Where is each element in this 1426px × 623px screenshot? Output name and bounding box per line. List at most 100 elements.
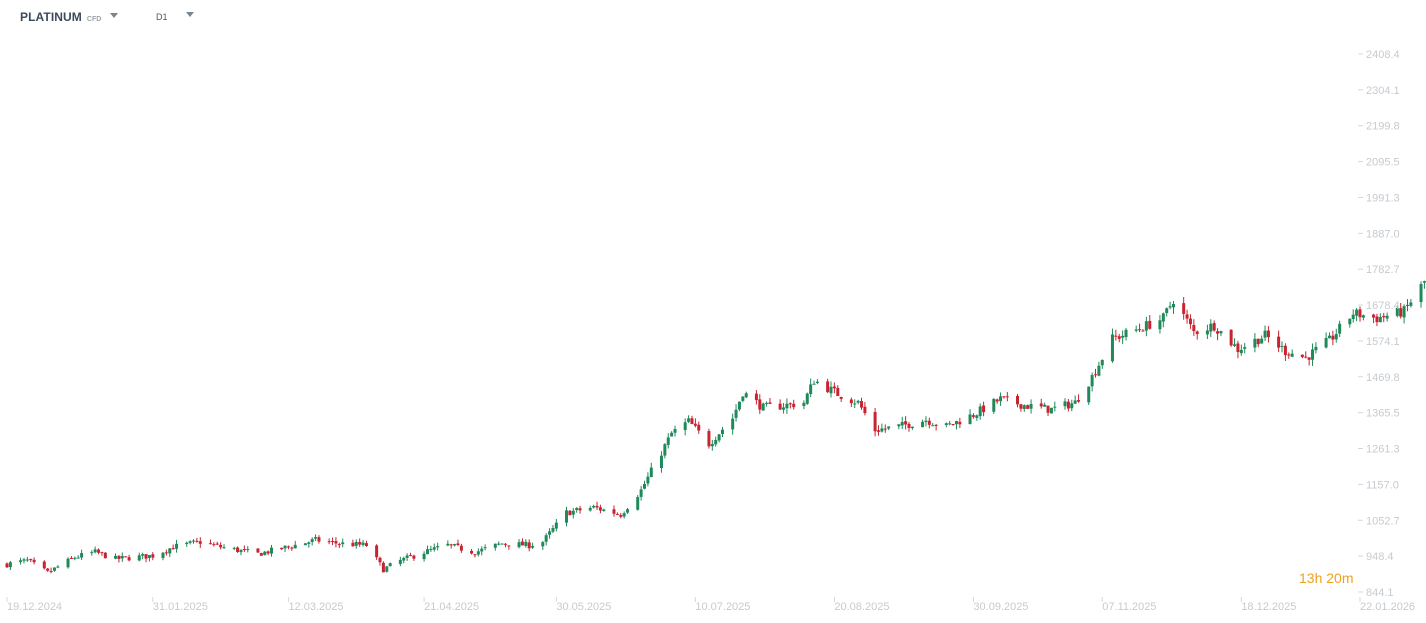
timeframe-selector[interactable]: D1: [156, 11, 194, 22]
candle-countdown: 13h 20m: [1299, 570, 1354, 586]
candle: [517, 539, 521, 549]
candle: [436, 542, 440, 551]
candle: [592, 504, 596, 509]
candle-body: [1327, 335, 1331, 339]
candle-body: [856, 400, 860, 403]
candle: [1419, 281, 1423, 308]
candle: [954, 420, 958, 430]
candle: [1165, 307, 1169, 317]
candle-body: [531, 546, 535, 548]
candle-body: [649, 467, 653, 478]
candle-body: [1039, 403, 1043, 407]
candle: [541, 541, 545, 550]
y-tick-label: 2199.8: [1366, 121, 1400, 133]
symbol-selector[interactable]: PLATINUM CFD: [20, 10, 119, 24]
candle-body: [643, 483, 647, 489]
candle-body: [208, 543, 212, 545]
candle-body: [1260, 338, 1264, 344]
y-tick-label: 1157.0: [1366, 479, 1399, 491]
candle-body: [354, 541, 358, 546]
candle: [354, 539, 358, 549]
candle: [788, 402, 792, 409]
candle: [331, 537, 335, 546]
candle: [619, 512, 623, 519]
candle-body: [978, 406, 982, 417]
candle-body: [1378, 317, 1382, 323]
candle-body: [385, 566, 389, 572]
y-tick-label: 1365.5: [1366, 408, 1400, 420]
candle: [1002, 396, 1006, 399]
candle-body: [1219, 331, 1223, 334]
candle-body: [693, 423, 697, 426]
candle-body: [639, 489, 643, 497]
candle-body: [317, 537, 321, 542]
candle: [649, 462, 653, 478]
candle: [1016, 393, 1020, 408]
candle: [93, 546, 97, 554]
chart-toolbar: PLATINUM CFD D1: [0, 0, 400, 36]
candle-body: [507, 545, 511, 547]
candle: [1026, 404, 1030, 409]
candle: [161, 551, 165, 561]
y-tick-label: 1991.3: [1366, 192, 1400, 204]
candle: [731, 413, 735, 435]
candle-body: [259, 553, 263, 556]
candle: [236, 546, 240, 553]
candle-body: [1290, 353, 1294, 357]
candle: [239, 549, 243, 556]
candle: [385, 565, 389, 573]
candle: [744, 391, 748, 399]
candle-body: [554, 522, 558, 529]
candle: [1158, 315, 1162, 334]
candle: [578, 505, 582, 514]
candle: [246, 546, 250, 553]
x-tick-label: 30.05.2025: [556, 601, 611, 613]
candle: [198, 537, 202, 548]
candle: [737, 401, 741, 412]
candle-body: [25, 559, 29, 561]
candle: [598, 504, 602, 514]
candle-body: [1311, 349, 1315, 360]
candle: [1205, 324, 1209, 340]
candle: [25, 556, 29, 562]
candle: [1307, 357, 1311, 366]
candle-body: [242, 549, 246, 551]
candle: [978, 403, 982, 420]
instrument-type: CFD: [86, 16, 102, 23]
candle: [480, 546, 484, 556]
candle: [97, 548, 101, 555]
candle: [1405, 299, 1409, 312]
candle: [944, 422, 948, 428]
candle-body: [256, 548, 260, 553]
candle: [80, 549, 84, 561]
candle-body: [575, 508, 579, 511]
candle-body: [80, 553, 84, 558]
candle-body: [907, 423, 911, 428]
candle: [1171, 301, 1175, 314]
candle-body: [1348, 318, 1352, 325]
candle: [927, 417, 931, 429]
candle: [951, 423, 955, 426]
candle-body: [480, 548, 484, 552]
candle-body: [76, 557, 80, 559]
candle: [317, 535, 321, 544]
candle-body: [741, 396, 745, 401]
candle-body: [378, 557, 382, 563]
candle-body: [117, 555, 121, 559]
candle-body: [1110, 334, 1114, 362]
candle: [483, 544, 487, 551]
candle-body: [1097, 365, 1101, 376]
candle: [497, 541, 501, 546]
candle-body: [93, 549, 97, 553]
candle-body: [236, 547, 240, 553]
candle: [117, 555, 121, 563]
candle: [1300, 354, 1304, 359]
candle-body: [1185, 314, 1189, 319]
candle-body: [612, 509, 616, 514]
candle-body: [1283, 345, 1287, 356]
candle-body: [1422, 281, 1426, 283]
candle-body: [286, 546, 290, 548]
countdown-minutes: 20: [1326, 570, 1342, 586]
y-tick-label: 1469.8: [1366, 372, 1400, 384]
